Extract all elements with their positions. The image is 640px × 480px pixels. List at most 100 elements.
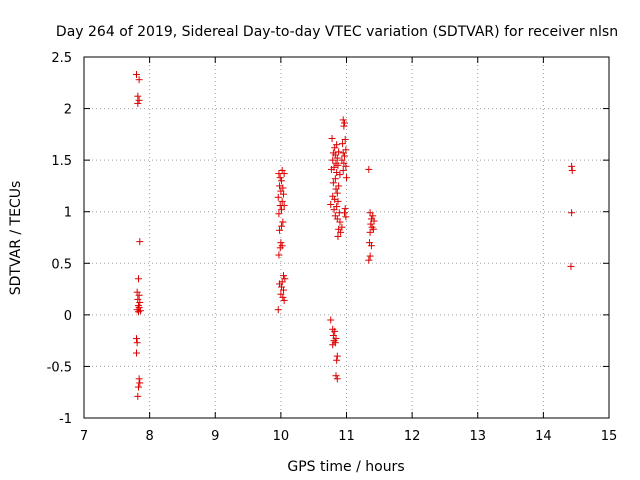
x-tick-label: 13 xyxy=(469,429,486,444)
data-point xyxy=(332,185,340,193)
data-point xyxy=(276,244,284,252)
data-point xyxy=(333,154,341,162)
data-point xyxy=(333,141,341,149)
data-point xyxy=(568,162,576,170)
data-point xyxy=(133,349,140,357)
data-point xyxy=(568,209,576,217)
data-point xyxy=(365,256,373,264)
data-point xyxy=(134,383,142,391)
data-point xyxy=(278,177,286,185)
data-point xyxy=(339,149,347,157)
data-point xyxy=(329,179,337,187)
data-point xyxy=(369,225,377,233)
data-point xyxy=(334,197,342,205)
data-point xyxy=(339,140,347,148)
data-point xyxy=(333,375,341,383)
data-point xyxy=(341,205,349,213)
data-point xyxy=(133,71,140,79)
data-point xyxy=(133,335,140,343)
x-tick-label: 12 xyxy=(404,429,421,444)
data-point xyxy=(336,171,344,179)
data-point xyxy=(327,316,335,324)
y-axis-label: SDTVAR / TECUs xyxy=(8,181,24,296)
data-point xyxy=(339,116,347,124)
data-point xyxy=(280,286,287,294)
x-axis-label: GPS time / hours xyxy=(287,459,404,475)
x-tick-label: 8 xyxy=(145,429,153,444)
data-point xyxy=(278,197,286,205)
data-point xyxy=(133,339,141,347)
y-tick-label: -1 xyxy=(59,412,72,427)
data-point xyxy=(274,306,282,314)
data-point xyxy=(327,165,335,173)
data-point xyxy=(340,122,348,130)
data-point xyxy=(280,190,287,198)
data-point xyxy=(330,206,338,214)
data-point xyxy=(341,209,349,217)
data-point xyxy=(567,262,575,270)
y-tick-label: 1.5 xyxy=(51,154,72,169)
data-point xyxy=(275,251,283,259)
data-point xyxy=(333,352,341,360)
data-point xyxy=(135,76,143,84)
data-point xyxy=(134,392,142,400)
data-point xyxy=(341,136,349,144)
plot-frame xyxy=(83,56,610,419)
x-tick-label: 11 xyxy=(338,429,355,444)
data-point xyxy=(365,165,373,173)
data-point xyxy=(279,218,287,226)
data-point xyxy=(274,193,282,201)
data-point xyxy=(335,148,343,156)
data-point xyxy=(332,372,340,380)
data-point xyxy=(331,175,339,183)
data-point xyxy=(134,308,142,316)
data-point xyxy=(276,226,284,234)
data-point xyxy=(280,170,288,178)
y-tick-label: 0.5 xyxy=(51,257,72,272)
data-point xyxy=(278,222,286,230)
x-tick-label: 7 xyxy=(80,429,88,444)
x-tick-label: 14 xyxy=(535,429,552,444)
data-point xyxy=(329,341,337,349)
data-point xyxy=(134,99,142,107)
data-point xyxy=(341,152,349,160)
data-point xyxy=(135,96,143,104)
data-point xyxy=(134,275,142,283)
data-point xyxy=(275,210,283,218)
data-point xyxy=(343,174,350,182)
data-point xyxy=(336,218,344,226)
data-point xyxy=(136,238,144,246)
y-tick-labels: -1 -0.5 0 0.5 1 1.5 2 2.5 xyxy=(47,51,72,427)
data-point xyxy=(134,92,142,100)
data-point xyxy=(334,232,342,240)
data-point xyxy=(337,228,345,236)
data-point xyxy=(329,156,337,164)
data-point xyxy=(331,327,339,335)
data-point xyxy=(342,213,350,221)
data-points xyxy=(133,71,576,400)
y-tick-label: 2.5 xyxy=(51,51,72,66)
y-tick-label: 1 xyxy=(64,206,72,221)
data-point xyxy=(278,206,286,214)
data-point xyxy=(568,166,576,174)
data-point xyxy=(280,202,288,210)
data-point xyxy=(342,162,350,170)
y-tick-label: 2 xyxy=(64,103,72,118)
data-point xyxy=(367,242,375,250)
data-point xyxy=(280,272,287,280)
data-point xyxy=(369,212,377,220)
data-point xyxy=(135,291,143,299)
data-point xyxy=(136,298,144,306)
y-tick-label: -0.5 xyxy=(47,360,72,375)
data-point xyxy=(370,217,378,225)
data-point xyxy=(333,189,341,197)
data-point xyxy=(366,228,374,236)
grid-lines xyxy=(84,57,609,418)
data-point xyxy=(334,161,342,169)
chart-title: Day 264 of 2019, Sidereal Day-to-day VTE… xyxy=(56,24,618,40)
data-point xyxy=(366,252,374,260)
data-point xyxy=(341,119,349,127)
data-point xyxy=(328,134,336,142)
